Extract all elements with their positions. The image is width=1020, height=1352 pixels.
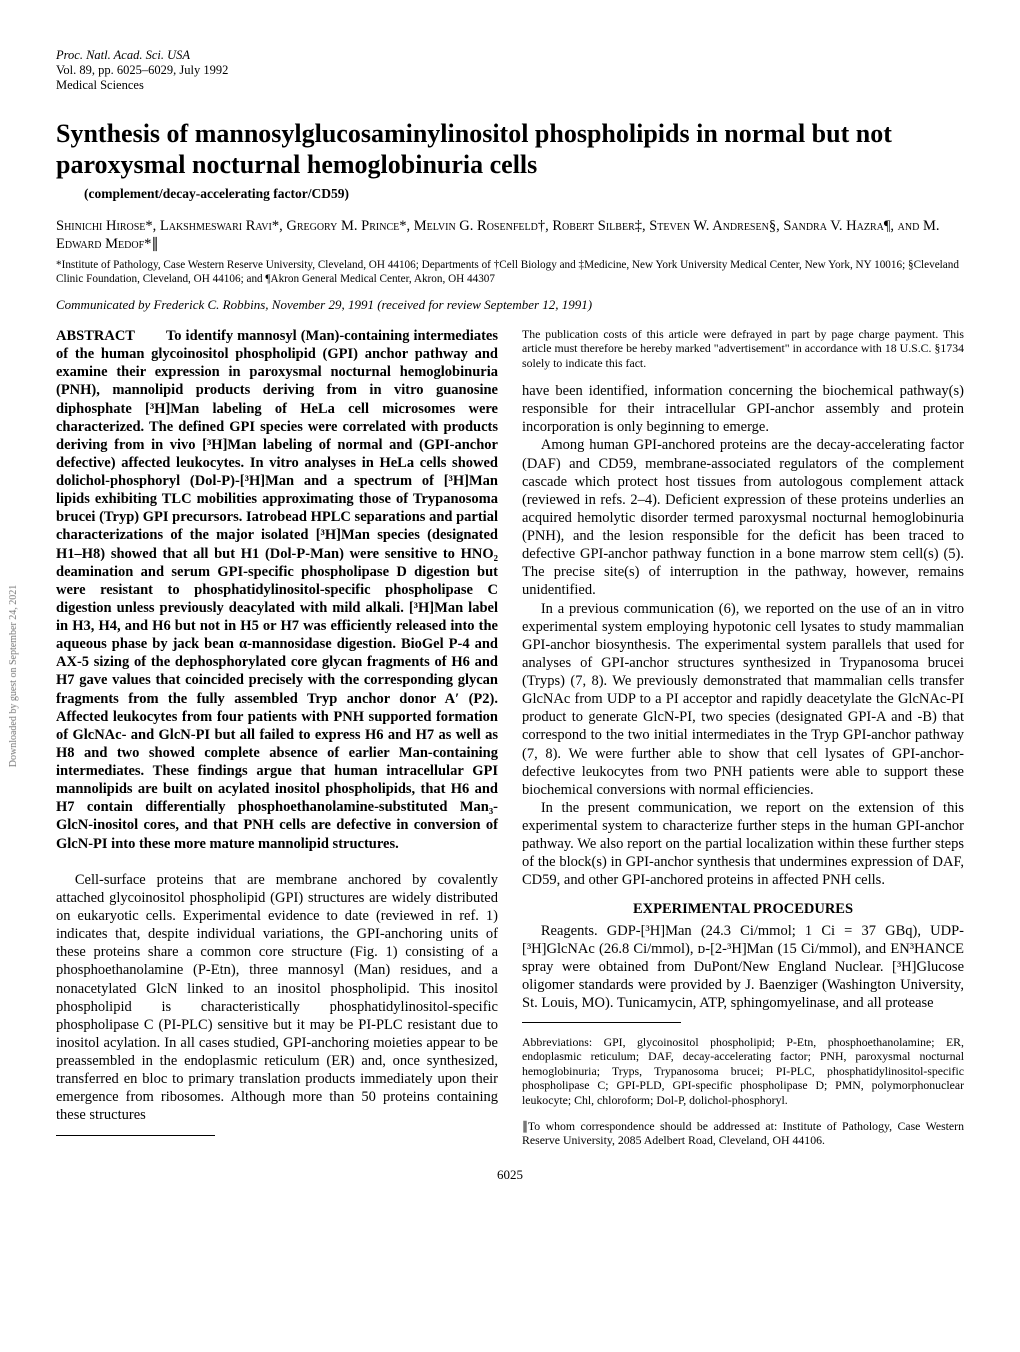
page-number: 6025 [56, 1167, 964, 1183]
journal-header: Proc. Natl. Acad. Sci. USA Vol. 89, pp. … [56, 48, 964, 93]
journal-name: Proc. Natl. Acad. Sci. USA [56, 48, 964, 63]
intro-para-2: have been identified, information concer… [522, 382, 964, 436]
abstract-label: ABSTRACT [56, 327, 146, 345]
body-columns: ABSTRACT To identify mannosyl (Man)-cont… [56, 327, 964, 1153]
abstract-text: To identify mannosyl (Man)-containing in… [56, 328, 498, 852]
download-note: Downloaded by guest on September 24, 202… [8, 585, 21, 767]
communicated-line: Communicated by Frederick C. Robbins, No… [56, 297, 964, 313]
intro-para-1: Cell-surface proteins that are membrane … [56, 871, 498, 1125]
article-subtitle: (complement/decay-accelerating factor/CD… [84, 186, 964, 203]
article-title: Synthesis of mannosylglucosaminylinosito… [56, 119, 964, 180]
section-line: Medical Sciences [56, 78, 964, 93]
footnote-rule-right [522, 1022, 681, 1023]
affiliations: *Institute of Pathology, Case Western Re… [56, 259, 964, 286]
experimental-heading: EXPERIMENTAL PROCEDURES [522, 900, 964, 918]
intro-para-5: In the present communication, we report … [522, 799, 964, 890]
footnote-rule-left [56, 1135, 215, 1136]
experimental-para-1: Reagents. GDP-[³H]Man (24.3 Ci/mmol; 1 C… [522, 922, 964, 1013]
intro-para-4: In a previous communication (6), we repo… [522, 600, 964, 799]
intro-para-3: Among human GPI-anchored proteins are th… [522, 436, 964, 599]
footnote-correspondence: ∥To whom correspondence should be addres… [522, 1119, 964, 1148]
footnote-abbreviations: Abbreviations: GPI, glycoinositol phosph… [522, 1035, 964, 1107]
footnote-left: The publication costs of this article we… [522, 327, 964, 370]
volume-line: Vol. 89, pp. 6025–6029, July 1992 [56, 63, 964, 78]
abstract: ABSTRACT To identify mannosyl (Man)-cont… [56, 327, 498, 853]
journal-name-text: Proc. Natl. Acad. Sci. USA [56, 48, 190, 62]
author-list: Shinichi Hirose*, Lakshmeswari Ravi*, Gr… [56, 217, 964, 253]
